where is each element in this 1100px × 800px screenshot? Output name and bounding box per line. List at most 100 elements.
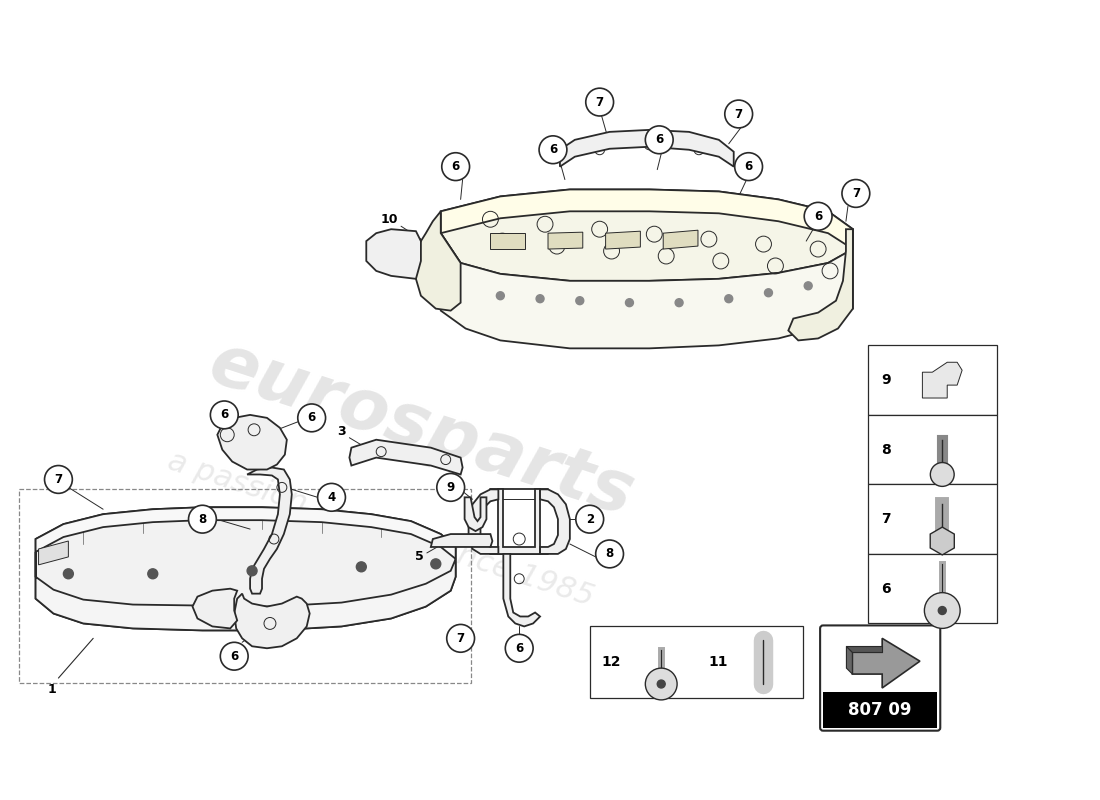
Circle shape — [658, 680, 666, 688]
Polygon shape — [464, 498, 486, 531]
Text: 7: 7 — [456, 632, 464, 645]
Circle shape — [735, 153, 762, 181]
Text: 6: 6 — [451, 160, 460, 173]
Text: 6: 6 — [230, 650, 239, 662]
Circle shape — [248, 566, 257, 576]
Text: 6: 6 — [549, 143, 557, 156]
FancyBboxPatch shape — [821, 626, 940, 730]
Text: 9: 9 — [881, 373, 891, 387]
Bar — [868, 346, 997, 415]
Polygon shape — [39, 541, 68, 565]
Polygon shape — [663, 230, 698, 249]
Text: 6: 6 — [881, 582, 891, 596]
Polygon shape — [416, 211, 461, 310]
Circle shape — [536, 294, 544, 302]
Circle shape — [298, 404, 326, 432]
Text: 6: 6 — [515, 642, 524, 654]
Polygon shape — [931, 527, 955, 555]
Text: 5: 5 — [415, 550, 424, 563]
Text: 8: 8 — [881, 442, 891, 457]
Circle shape — [575, 506, 604, 533]
Circle shape — [505, 634, 534, 662]
Polygon shape — [35, 507, 455, 559]
Circle shape — [447, 625, 474, 652]
Circle shape — [675, 298, 683, 306]
Circle shape — [437, 474, 464, 502]
Circle shape — [575, 297, 584, 305]
Text: 11: 11 — [708, 655, 728, 669]
Circle shape — [931, 462, 954, 486]
Circle shape — [585, 88, 614, 116]
Circle shape — [220, 642, 249, 670]
Polygon shape — [504, 554, 540, 626]
Circle shape — [147, 569, 157, 578]
Circle shape — [646, 668, 678, 700]
Circle shape — [442, 153, 470, 181]
Polygon shape — [852, 638, 920, 688]
Polygon shape — [366, 229, 421, 279]
Polygon shape — [35, 552, 455, 630]
Bar — [868, 485, 997, 554]
Circle shape — [804, 202, 832, 230]
Circle shape — [938, 606, 946, 614]
Text: 7: 7 — [851, 187, 860, 200]
Text: 7: 7 — [54, 473, 63, 486]
Circle shape — [646, 126, 673, 154]
Circle shape — [188, 506, 217, 533]
Polygon shape — [441, 190, 852, 249]
Circle shape — [318, 483, 345, 511]
Text: 9: 9 — [447, 481, 454, 494]
Polygon shape — [192, 589, 238, 629]
Bar — [868, 415, 997, 485]
Circle shape — [924, 593, 960, 629]
Polygon shape — [491, 233, 525, 249]
Text: 6: 6 — [220, 408, 229, 422]
Circle shape — [626, 298, 634, 306]
Polygon shape — [606, 231, 640, 249]
Text: 6: 6 — [308, 411, 316, 424]
Text: 7: 7 — [881, 512, 891, 526]
Circle shape — [44, 466, 73, 494]
Circle shape — [764, 289, 772, 297]
Text: 8: 8 — [605, 547, 614, 561]
Polygon shape — [350, 440, 463, 474]
Polygon shape — [441, 190, 852, 281]
Circle shape — [210, 401, 239, 429]
Circle shape — [596, 540, 624, 568]
Text: 3: 3 — [337, 426, 345, 438]
Polygon shape — [540, 490, 570, 554]
Text: a passion for cars since 1985: a passion for cars since 1985 — [164, 446, 598, 612]
Text: 4: 4 — [328, 491, 336, 504]
Text: eurosparts: eurosparts — [200, 329, 642, 531]
Polygon shape — [441, 233, 852, 348]
Circle shape — [725, 294, 733, 302]
Circle shape — [431, 559, 441, 569]
Text: 807 09: 807 09 — [848, 701, 912, 719]
Polygon shape — [35, 507, 455, 630]
Circle shape — [496, 292, 504, 300]
Bar — [590, 626, 803, 698]
Text: 8: 8 — [198, 513, 207, 526]
Circle shape — [804, 282, 812, 290]
Polygon shape — [560, 130, 734, 166]
Text: 12: 12 — [602, 655, 621, 669]
Text: 2: 2 — [585, 513, 594, 526]
Bar — [823, 692, 937, 728]
Text: 7: 7 — [595, 95, 604, 109]
Polygon shape — [548, 232, 583, 249]
Polygon shape — [218, 415, 287, 470]
Text: 1: 1 — [47, 683, 56, 697]
Text: 6: 6 — [814, 210, 823, 222]
Circle shape — [356, 562, 366, 572]
Polygon shape — [923, 362, 962, 398]
Polygon shape — [469, 490, 498, 554]
Text: 6: 6 — [656, 134, 663, 146]
Bar — [19, 490, 471, 683]
Polygon shape — [846, 646, 852, 674]
Polygon shape — [431, 534, 493, 547]
Bar — [868, 554, 997, 623]
Polygon shape — [234, 594, 310, 648]
Polygon shape — [789, 229, 852, 341]
Circle shape — [842, 179, 870, 207]
Polygon shape — [248, 467, 292, 594]
